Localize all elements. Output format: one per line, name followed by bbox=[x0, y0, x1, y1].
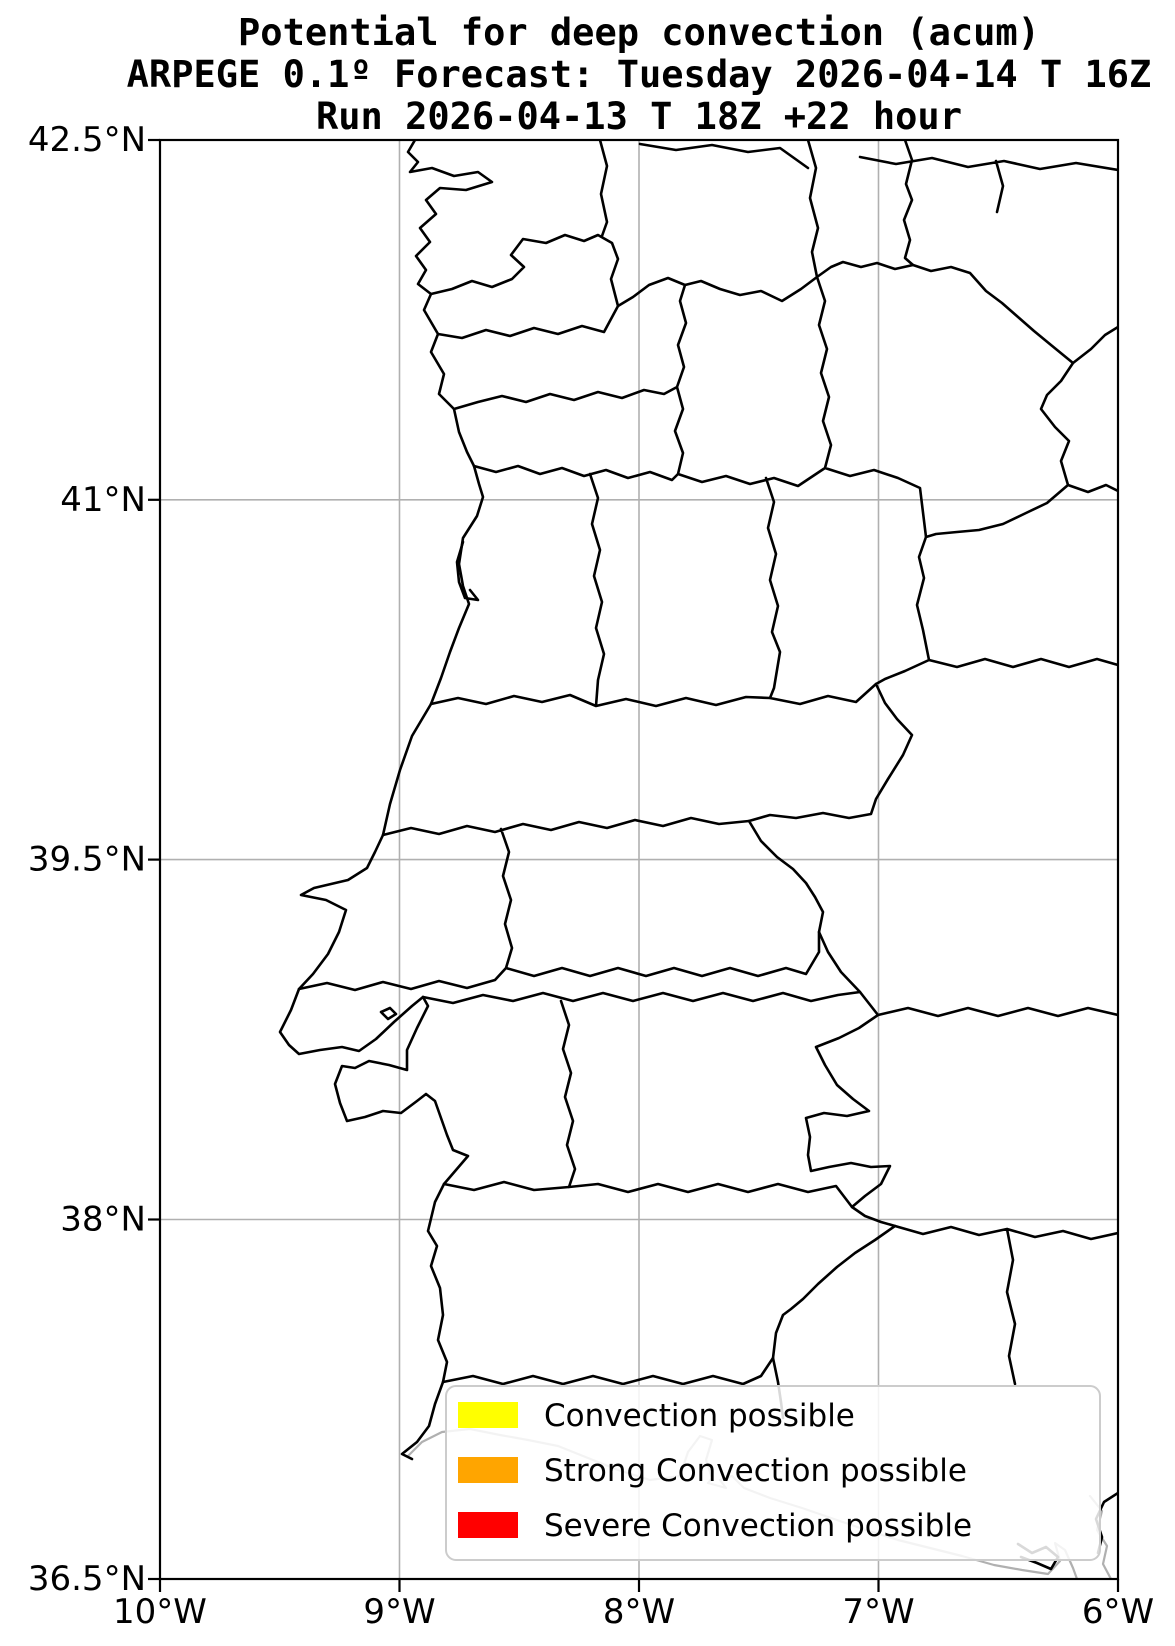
tick-marks bbox=[148, 138, 1120, 1592]
legend: Convection possible Strong Convection po… bbox=[445, 1385, 1101, 1561]
x-tick-label-9w: 9°W bbox=[363, 1592, 435, 1632]
x-tick-label-10w: 10°W bbox=[113, 1592, 207, 1632]
x-tick-label-7w: 7°W bbox=[842, 1592, 914, 1632]
y-tick-label-41n: 41°N bbox=[60, 480, 146, 520]
gridlines bbox=[160, 140, 1118, 1579]
y-tick-labels: 42.5°N 41°N 39.5°N 38°N 36.5°N bbox=[28, 120, 146, 1599]
coastline-aveiro-lagoon bbox=[455, 540, 480, 602]
border-portugal-spain bbox=[429, 233, 1075, 1420]
legend-label-strong-convection: Strong Convection possible bbox=[544, 1453, 967, 1489]
legend-swatch-strong-convection bbox=[458, 1457, 518, 1483]
legend-swatch-severe-convection bbox=[458, 1512, 518, 1538]
y-tick-label-42-5n: 42.5°N bbox=[28, 120, 146, 160]
figure-title-line3: Run 2026-04-13 T 18Z +22 hour bbox=[316, 95, 962, 138]
province-boundaries-spain bbox=[598, 140, 1118, 1571]
map-area bbox=[278, 140, 1118, 1579]
x-tick-label-6w: 6°W bbox=[1082, 1592, 1154, 1632]
legend-frame bbox=[445, 1385, 1101, 1561]
legend-swatch-convection-possible bbox=[458, 1402, 518, 1428]
legend-label-severe-convection: Severe Convection possible bbox=[544, 1508, 972, 1544]
y-tick-label-38n: 38°N bbox=[60, 1200, 146, 1240]
x-tick-label-8w: 8°W bbox=[603, 1592, 675, 1632]
tagus-estuary-island bbox=[379, 1006, 398, 1021]
x-tick-labels: 10°W 9°W 8°W 7°W 6°W bbox=[113, 1592, 1154, 1632]
coastline-west bbox=[278, 140, 494, 1461]
legend-label-convection-possible: Convection possible bbox=[544, 1398, 855, 1434]
y-tick-label-36-5n: 36.5°N bbox=[28, 1559, 146, 1599]
figure-title-line2: ARPEGE 0.1º Forecast: Tuesday 2026-04-14… bbox=[127, 53, 1152, 96]
figure-title-line1: Potential for deep convection (acum) bbox=[238, 11, 1040, 54]
district-boundaries-portugal bbox=[297, 275, 928, 1386]
y-tick-label-39-5n: 39.5°N bbox=[28, 840, 146, 880]
